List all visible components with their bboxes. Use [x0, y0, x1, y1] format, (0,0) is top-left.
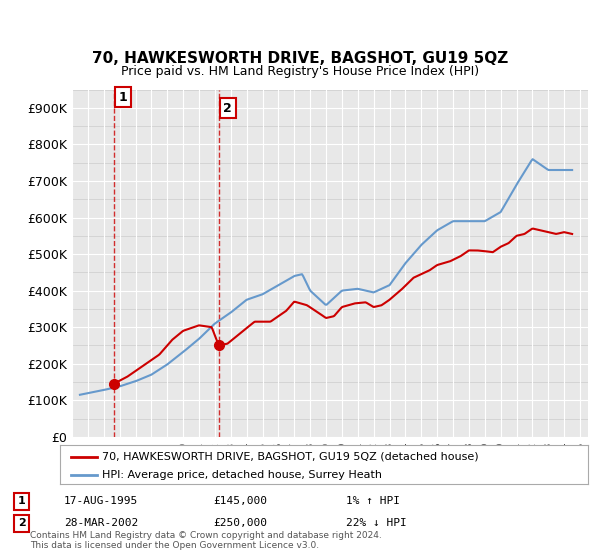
Text: Contains HM Land Registry data © Crown copyright and database right 2024.
This d: Contains HM Land Registry data © Crown c… — [30, 530, 382, 550]
Text: £250,000: £250,000 — [214, 519, 268, 529]
Text: HPI: Average price, detached house, Surrey Heath: HPI: Average price, detached house, Surr… — [102, 470, 382, 479]
Text: 2: 2 — [223, 101, 232, 115]
Text: 1: 1 — [119, 91, 127, 104]
Text: 70, HAWKESWORTH DRIVE, BAGSHOT, GU19 5QZ: 70, HAWKESWORTH DRIVE, BAGSHOT, GU19 5QZ — [92, 52, 508, 66]
Text: 1: 1 — [18, 496, 26, 506]
Text: 22% ↓ HPI: 22% ↓ HPI — [346, 519, 407, 529]
Text: 2: 2 — [18, 519, 26, 529]
Text: 70, HAWKESWORTH DRIVE, BAGSHOT, GU19 5QZ (detached house): 70, HAWKESWORTH DRIVE, BAGSHOT, GU19 5QZ… — [102, 452, 479, 462]
Text: 28-MAR-2002: 28-MAR-2002 — [64, 519, 138, 529]
Text: 1% ↑ HPI: 1% ↑ HPI — [346, 496, 400, 506]
Text: Price paid vs. HM Land Registry's House Price Index (HPI): Price paid vs. HM Land Registry's House … — [121, 65, 479, 78]
Text: £145,000: £145,000 — [214, 496, 268, 506]
Text: 17-AUG-1995: 17-AUG-1995 — [64, 496, 138, 506]
